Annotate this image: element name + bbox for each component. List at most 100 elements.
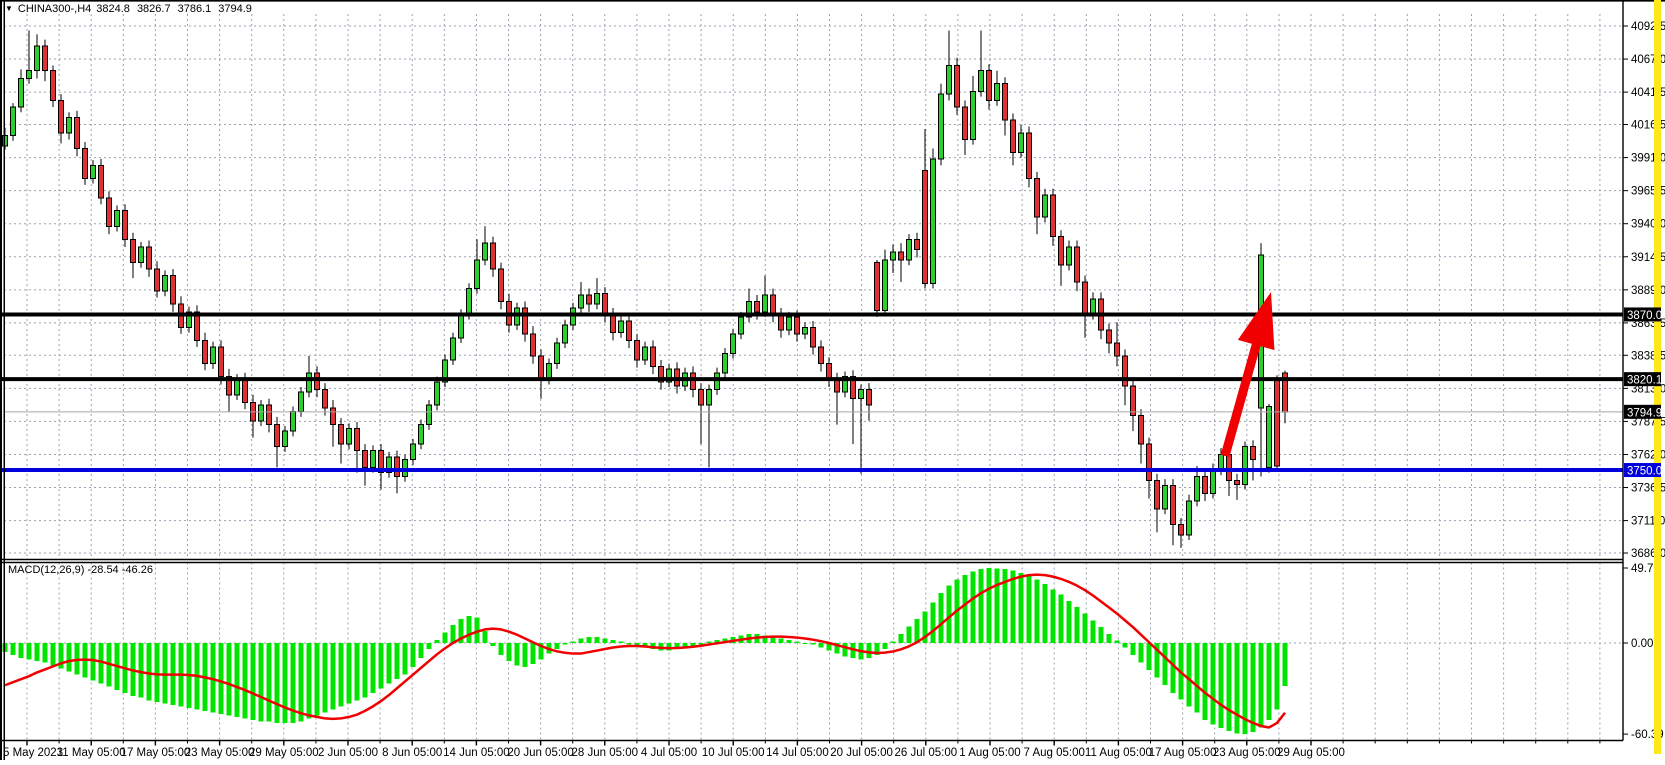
symbol-dropdown-icon[interactable]: ▼	[5, 4, 13, 13]
candle-bearish	[1138, 415, 1144, 445]
time-axis-label: 29 May 05:00	[249, 747, 319, 759]
time-axis-label: 23 May 05:00	[185, 747, 255, 759]
macd-histogram-bar	[1066, 600, 1072, 643]
candle-bearish	[1074, 246, 1080, 283]
price-tag-3794.9	[1624, 404, 1661, 419]
macd-histogram-bar	[66, 643, 72, 672]
macd-histogram-bar	[242, 643, 248, 719]
candle-bearish	[314, 372, 320, 391]
candle-bullish	[1162, 485, 1168, 510]
macd-histogram-bar	[154, 643, 160, 702]
time-axis-label: 29 Aug 05:00	[1277, 747, 1345, 759]
macd-histogram-bar	[314, 643, 320, 716]
price-tag-label: 3794.9	[1627, 407, 1662, 419]
chart-title: ▼ CHINA300-,H4 3824.8 3826.7 3786.1 3794…	[5, 3, 254, 15]
macd-histogram-bar	[770, 636, 776, 643]
candle-bearish	[1114, 342, 1120, 357]
candle-bullish	[906, 238, 912, 261]
ohlc-close: 3794.9	[218, 3, 252, 15]
macd-histogram-bar	[434, 639, 440, 643]
price-tag-label: 3870.0	[1627, 310, 1662, 322]
macd-histogram-bar	[306, 643, 312, 719]
macd-histogram-bar	[50, 643, 56, 666]
candle-bullish	[474, 259, 480, 290]
candle-bearish	[826, 363, 832, 380]
macd-histogram-bar	[1266, 643, 1272, 720]
macd-histogram-bar	[1282, 643, 1288, 686]
macd-histogram-bar	[162, 643, 168, 704]
candle-bearish	[58, 100, 64, 134]
candle-bearish	[266, 404, 272, 426]
time-axis-label: 17 May 05:00	[121, 747, 191, 759]
macd-histogram-bar	[490, 643, 496, 647]
candle-bearish	[1274, 377, 1280, 467]
candle-bullish	[730, 333, 736, 354]
macd-histogram-bar	[882, 643, 888, 650]
macd-histogram-bar	[906, 626, 912, 643]
macd-histogram-bar	[1034, 579, 1040, 643]
macd-histogram-bar	[218, 643, 224, 714]
macd-histogram-bar	[146, 643, 152, 701]
candle-bearish	[866, 389, 872, 406]
macd-histogram-bar	[1090, 620, 1096, 643]
macd-histogram-bar	[874, 643, 880, 656]
macd-histogram-bar	[466, 615, 472, 643]
macd-histogram-bar	[762, 635, 768, 643]
candle-bearish	[1170, 485, 1176, 525]
time-axis-label: 8 Jun 05:00	[382, 747, 442, 759]
candle-bearish	[1146, 443, 1152, 481]
candle-bullish	[210, 346, 216, 365]
macd-histogram-bar	[1002, 569, 1008, 643]
macd-histogram-bar	[442, 632, 448, 643]
macd-histogram-bar	[714, 639, 720, 643]
candle-bearish	[490, 242, 496, 270]
candle-bearish	[658, 365, 664, 383]
candle-bearish	[586, 294, 592, 305]
candle-bullish	[578, 294, 584, 309]
macd-histogram-bar	[674, 643, 680, 650]
candle-bullish	[546, 363, 552, 380]
macd-histogram-bar	[1106, 633, 1112, 643]
macd-name: MACD(12,26,9)	[8, 564, 85, 576]
macd-histogram-bar	[594, 636, 600, 643]
macd-histogram-bar	[538, 643, 544, 660]
arrow-shaft[interactable]	[1220, 337, 1263, 458]
time-axis-label: 14 Jun 05:00	[443, 747, 510, 759]
macd-histogram-bar	[826, 643, 832, 651]
macd-histogram-bar	[890, 641, 896, 643]
candle-bullish	[1090, 298, 1096, 315]
candle-bearish	[106, 197, 112, 227]
candle-bullish	[26, 70, 32, 80]
macd-histogram-bar	[250, 643, 256, 720]
candle-bearish	[1202, 476, 1208, 494]
candle-bullish	[482, 242, 488, 261]
candle-bearish	[194, 311, 200, 341]
candle-bullish	[290, 411, 296, 432]
candle-bearish	[794, 316, 800, 335]
macd-histogram-bar	[522, 643, 528, 668]
candle-bearish	[850, 376, 856, 400]
time-axis-label: 28 Jun 05:00	[572, 747, 639, 759]
macd-signal-line	[4, 573, 1286, 729]
macd-histogram-bar	[234, 643, 240, 717]
macd-histogram-bar	[482, 630, 488, 643]
candle-bullish	[722, 352, 728, 374]
macd-histogram-bar	[1154, 643, 1160, 678]
macd-histogram-bar	[666, 643, 672, 651]
candle-bullish	[714, 372, 720, 391]
macd-histogram-bar	[978, 569, 984, 643]
candle-bullish	[970, 90, 976, 140]
up-arrow-icon[interactable]	[1237, 292, 1275, 351]
candle-bearish	[242, 378, 248, 404]
candle-bearish	[1058, 236, 1064, 266]
candle-bullish	[1066, 246, 1072, 266]
candle-bearish	[874, 262, 880, 312]
macd-histogram-bar	[1274, 643, 1280, 710]
candle-bearish	[778, 313, 784, 331]
candle-bullish	[418, 424, 424, 445]
time-axis-label: 10 Jul 05:00	[702, 747, 765, 759]
macd-histogram-bar	[226, 643, 232, 716]
macd-histogram-bar	[410, 643, 416, 668]
macd-histogram-bar	[1058, 594, 1064, 643]
macd-histogram-bar	[394, 643, 400, 680]
